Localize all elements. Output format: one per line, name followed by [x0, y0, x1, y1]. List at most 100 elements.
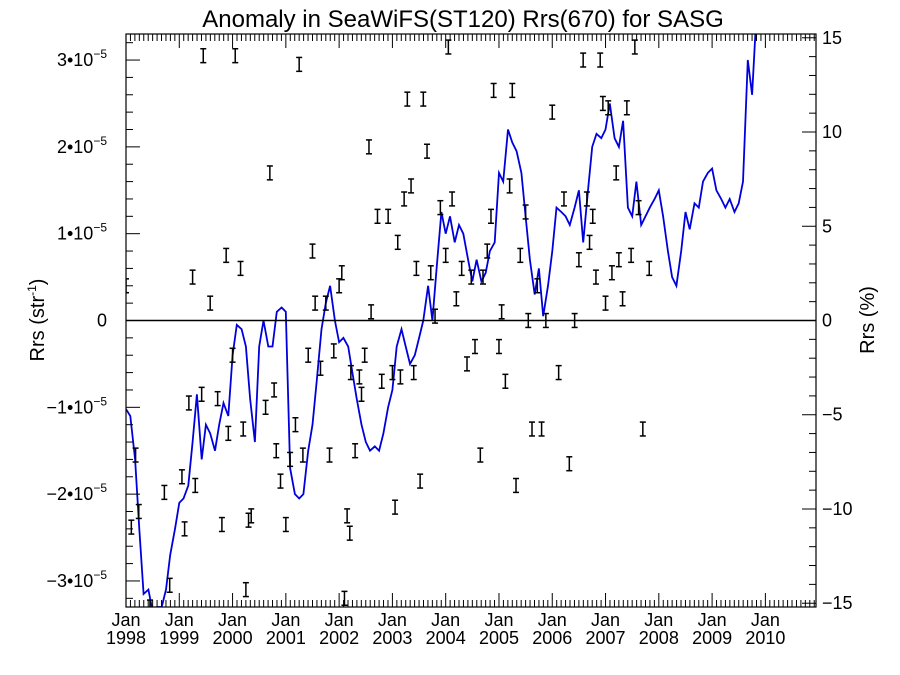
- data-point-46: [344, 508, 351, 524]
- data-point-37: [309, 243, 316, 259]
- data-point-106: [583, 191, 590, 207]
- data-point-44: [338, 265, 345, 281]
- data-point-41: [326, 447, 333, 463]
- data-point-27: [266, 165, 273, 181]
- left-tick-label: −3•10−5: [46, 568, 107, 591]
- data-point-1: [128, 519, 135, 535]
- data-point-72: [437, 199, 444, 216]
- data-point-62: [401, 191, 408, 207]
- right-tick-label: 5: [822, 216, 832, 236]
- data-point-25: [248, 508, 255, 524]
- data-point-36: [305, 347, 312, 363]
- x-tick-year: 1998: [106, 628, 146, 648]
- x-tick-month: Jan: [111, 610, 140, 630]
- data-point-58: [389, 364, 396, 381]
- data-point-104: [575, 252, 582, 268]
- x-tick-month: Jan: [484, 610, 513, 630]
- data-point-95: [529, 421, 536, 437]
- x-tick-month: Jan: [271, 610, 300, 630]
- data-point-89: [506, 178, 513, 194]
- data-point-51: [358, 386, 365, 402]
- x-tick-month: Jan: [644, 610, 673, 630]
- data-point-22: [240, 421, 247, 437]
- x-tick-month: Jan: [378, 610, 407, 630]
- data-point-116: [615, 252, 622, 268]
- data-point-119: [628, 247, 635, 264]
- data-point-13: [200, 48, 207, 64]
- data-point-20: [232, 48, 239, 64]
- data-point-112: [602, 295, 609, 311]
- data-point-82: [479, 269, 486, 285]
- right-axis-title: Rrs (%): [857, 286, 879, 354]
- data-point-87: [498, 304, 505, 320]
- data-point-64: [408, 178, 415, 194]
- data-point-31: [282, 516, 289, 533]
- x-tick-month: Jan: [325, 610, 354, 630]
- right-tick-label: 10: [822, 122, 842, 142]
- data-point-38: [312, 295, 319, 311]
- data-point-108: [589, 208, 596, 225]
- data-point-33: [292, 416, 299, 433]
- data-point-102: [566, 456, 573, 472]
- data-point-66: [413, 260, 420, 277]
- data-point-11: [192, 477, 199, 494]
- x-tick-year: 2009: [692, 628, 732, 648]
- data-point-123: [646, 260, 653, 277]
- line-series-layer: [126, 34, 757, 607]
- x-tick-month: Jan: [698, 610, 727, 630]
- right-tick-label: −10: [822, 499, 853, 519]
- data-point-53: [365, 139, 372, 155]
- data-point-55: [374, 208, 381, 225]
- data-point-77: [458, 260, 465, 277]
- data-point-40: [322, 295, 329, 311]
- x-tick-year: 2002: [319, 628, 359, 648]
- data-point-86: [495, 338, 502, 355]
- data-point-74: [445, 39, 452, 55]
- data-point-50: [356, 369, 363, 385]
- data-point-78: [464, 356, 471, 372]
- data-point-14: [207, 295, 214, 311]
- data-point-35: [299, 447, 306, 463]
- data-point-120: [631, 39, 638, 55]
- data-point-81: [477, 447, 484, 463]
- data-point-73: [442, 247, 449, 264]
- data-point-49: [352, 443, 359, 459]
- data-point-7: [178, 469, 185, 485]
- data-point-101: [560, 191, 567, 207]
- x-tick-year: 2007: [586, 628, 626, 648]
- data-point-100: [555, 364, 562, 381]
- data-point-8: [181, 521, 188, 537]
- x-tick-year: 1999: [159, 628, 199, 648]
- x-tick-year: 2005: [479, 628, 519, 648]
- data-point-110: [597, 52, 604, 68]
- left-axis: 3•10−5 2•10−5 1•10−5 0 −1•10−5 −2•10−5 −3•10−5: [46, 42, 140, 599]
- right-tick-label: 0: [822, 311, 832, 331]
- data-point-12: [198, 386, 205, 402]
- x-axis: Jan1998Jan1999Jan2000Jan2001Jan2002Jan20…: [106, 34, 815, 648]
- data-point-59: [392, 499, 399, 515]
- data-point-16: [218, 516, 225, 533]
- left-tick-label: 1•10−5: [57, 221, 107, 244]
- left-tick-label: 3•10−5: [57, 47, 107, 70]
- x-tick-month: Jan: [751, 610, 780, 630]
- data-point-47: [346, 525, 353, 541]
- x-tick-year: 2010: [745, 628, 785, 648]
- data-point-52: [361, 347, 368, 363]
- data-point-30: [277, 473, 284, 489]
- data-point-75: [449, 191, 456, 207]
- data-point-48: [347, 364, 354, 381]
- data-point-42: [330, 343, 337, 359]
- data-point-68: [420, 91, 427, 107]
- data-point-93: [522, 204, 529, 220]
- data-point-61: [397, 369, 404, 385]
- data-point-105: [580, 52, 587, 68]
- right-axis: 15 10 5 0 −5 −10 −15: [802, 28, 853, 613]
- right-tick-label: −15: [822, 593, 853, 613]
- data-point-60: [394, 234, 401, 251]
- data-point-29: [273, 443, 280, 459]
- data-point-109: [592, 269, 599, 285]
- data-point-6: [166, 577, 173, 593]
- data-point-70: [427, 265, 434, 281]
- data-point-118: [623, 100, 630, 116]
- data-point-17: [223, 247, 230, 264]
